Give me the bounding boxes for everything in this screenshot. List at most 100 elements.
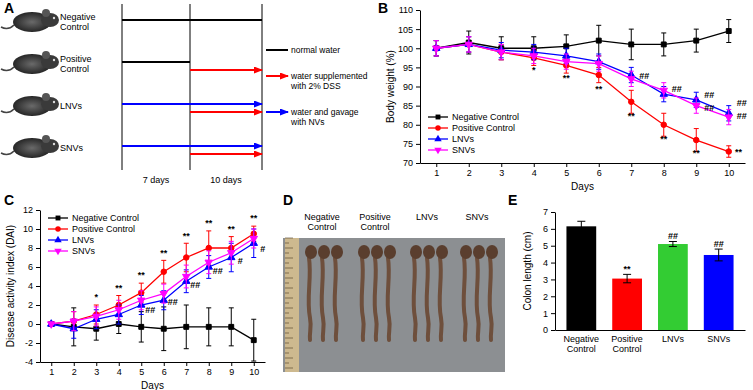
tick-mark	[551, 263, 555, 264]
error-cap	[715, 249, 723, 250]
tick: 110	[399, 5, 420, 15]
error-cap	[531, 36, 536, 37]
tick-mark	[36, 305, 40, 306]
error-cap	[161, 303, 166, 304]
error-cap	[466, 52, 471, 53]
error-bar	[564, 35, 569, 58]
error-cap	[206, 230, 211, 231]
mouse-icon	[1, 51, 59, 74]
error-cap	[629, 71, 634, 72]
error-cap	[71, 330, 76, 331]
point	[596, 38, 601, 43]
tick-label: 12	[23, 205, 33, 215]
point	[433, 46, 440, 52]
tick-label: 2	[72, 367, 77, 377]
error-cap	[116, 333, 121, 334]
tick-label: 8	[207, 367, 212, 377]
panel-label: B	[378, 0, 388, 16]
error-cap	[184, 348, 189, 349]
tick-label: 8	[662, 168, 667, 178]
tick: 80	[403, 120, 420, 130]
error-cap	[661, 113, 666, 114]
error-cap	[251, 257, 256, 258]
error-cap	[206, 250, 211, 251]
annotation: *	[532, 65, 536, 75]
error-cap	[206, 345, 211, 346]
text-line: water supplemented	[290, 71, 368, 81]
ruler-tick	[285, 358, 293, 359]
ruler-tick	[285, 288, 293, 289]
error-cap	[229, 307, 234, 308]
error-cap	[694, 128, 699, 129]
error-cap	[623, 274, 631, 275]
text-line: SNVs	[60, 143, 84, 153]
arrow	[122, 145, 262, 147]
error-cap	[94, 340, 99, 341]
point	[138, 298, 145, 304]
point	[725, 115, 732, 121]
legend-item: Negative Control	[428, 112, 519, 122]
tick: -4	[25, 357, 40, 367]
axis: NegativeControlPositiveControlLNVsSNVs	[556, 331, 746, 355]
error-cap	[596, 25, 601, 26]
ruler-tick	[285, 283, 289, 284]
error-cap	[466, 36, 471, 37]
error-cap	[726, 145, 731, 146]
axis: -4-2024681012	[23, 205, 41, 367]
legend-label: LNVs	[452, 134, 475, 144]
cecum	[358, 245, 370, 259]
error-cap	[596, 55, 601, 56]
error-cap	[629, 59, 634, 60]
axis-line	[40, 211, 41, 363]
group-label: PositiveControl	[359, 212, 391, 232]
text-line: water and gavage	[290, 107, 359, 117]
error-cap	[434, 40, 439, 41]
row-label: NegativeControl	[60, 12, 96, 32]
tick-label: 105	[398, 25, 413, 35]
ruler-tick	[285, 338, 293, 339]
text-line: SNVs	[465, 212, 489, 222]
tick: 90	[403, 82, 420, 92]
tick-mark	[36, 248, 40, 249]
text-line: LNVs	[60, 101, 83, 111]
mouse-ear	[42, 135, 50, 143]
error-cap	[94, 325, 99, 326]
legend-symbol	[266, 111, 288, 113]
error-cap	[694, 29, 699, 30]
tick: 75	[403, 139, 420, 149]
mouse-eye	[53, 101, 55, 103]
tick-mark	[566, 163, 567, 167]
arrow	[190, 153, 262, 155]
ruler-tick	[285, 333, 289, 334]
bar	[566, 226, 596, 330]
point	[629, 42, 634, 47]
error-cap	[71, 307, 76, 308]
point	[160, 291, 167, 297]
tick-mark	[551, 296, 555, 297]
tick: 5	[139, 362, 144, 377]
ruler-tick	[285, 348, 293, 349]
tick: 100	[398, 44, 420, 54]
point	[660, 88, 667, 94]
tick-label: 90	[403, 82, 413, 92]
panel-label: C	[4, 192, 14, 208]
point	[530, 54, 537, 60]
error-bar	[161, 307, 166, 351]
tick-label: 0	[28, 319, 33, 329]
error-cap	[251, 229, 256, 230]
row-label: LNVs	[60, 101, 83, 111]
error-cap	[434, 55, 439, 56]
error-bar	[229, 308, 234, 346]
error-cap	[434, 40, 439, 41]
series	[434, 20, 732, 60]
tick: 6	[543, 224, 555, 234]
panel-label: E	[508, 192, 517, 208]
error-bar	[661, 33, 666, 56]
text-line: SNVs	[707, 334, 731, 344]
point	[229, 324, 234, 329]
annotation: **	[250, 213, 258, 223]
error-cap	[661, 101, 666, 102]
chart-0: 12345678910707580859095100105110DaysBody…	[385, 5, 747, 192]
error-cap	[661, 32, 666, 33]
error-cap	[251, 319, 256, 320]
